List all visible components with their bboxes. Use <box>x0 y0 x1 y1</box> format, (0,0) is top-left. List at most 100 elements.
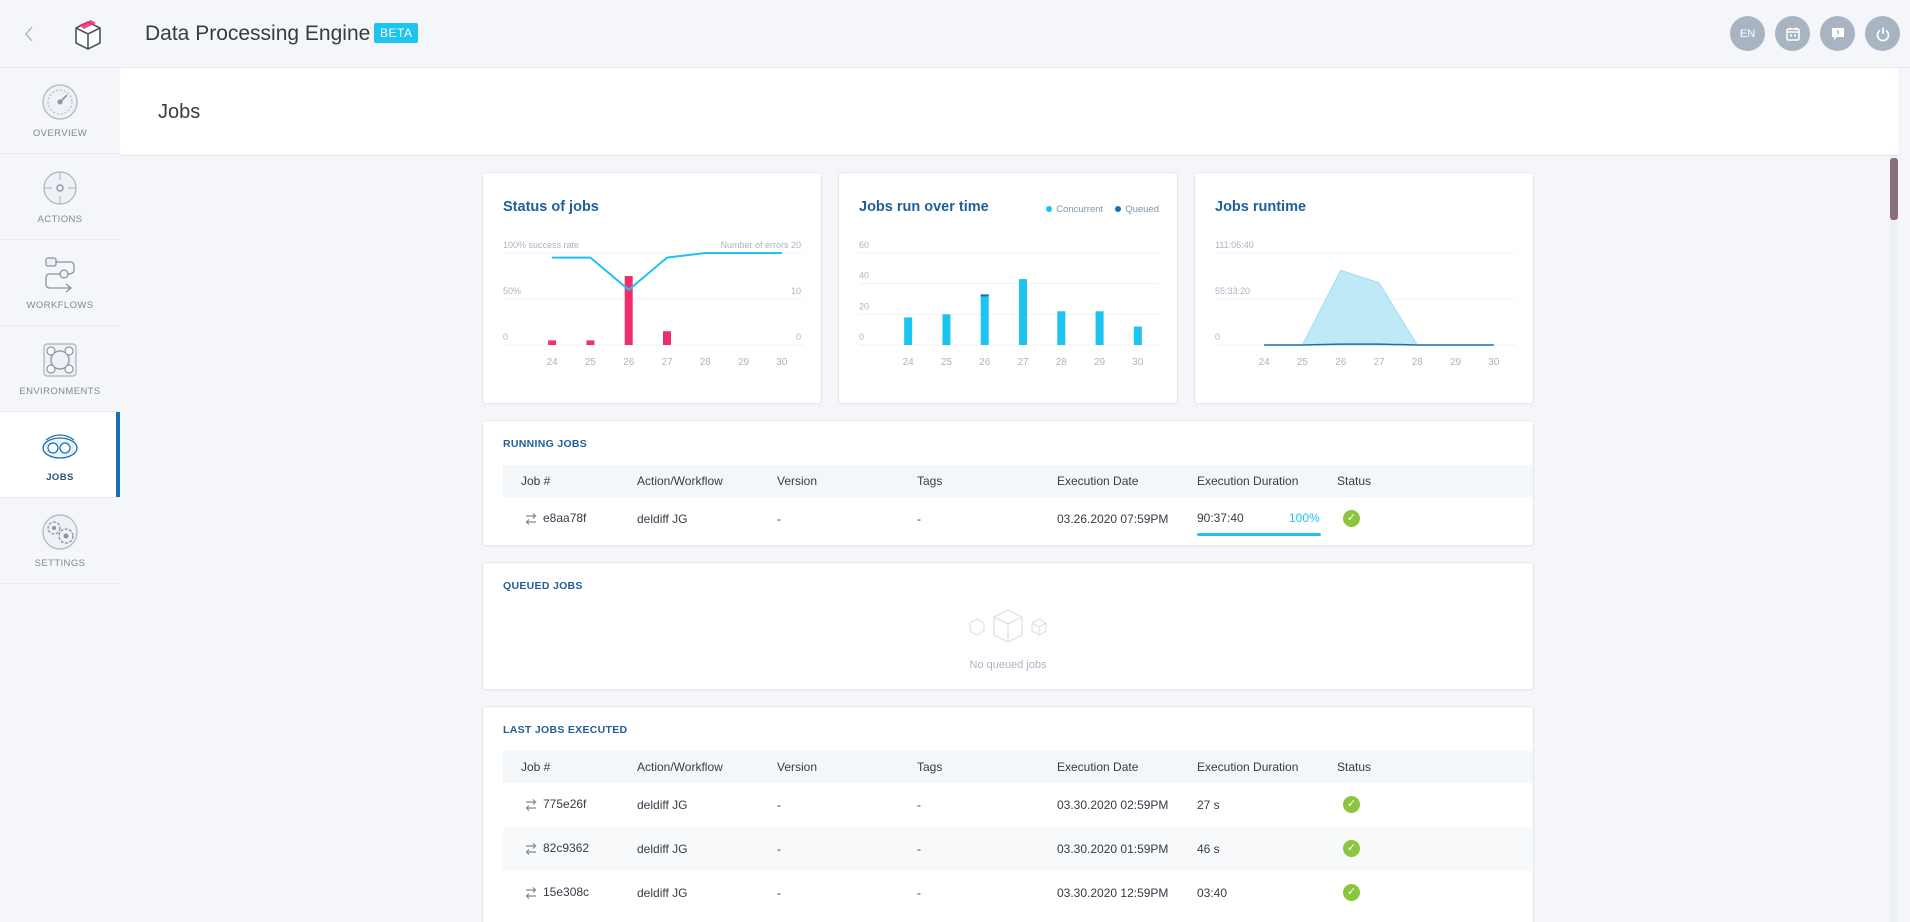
sidebar-item-environments[interactable]: ENVIRONMENTS <box>0 326 120 412</box>
action-cell: deldiff JG <box>637 798 688 812</box>
chart-title: Status of jobs <box>503 199 599 215</box>
version-cell: - <box>777 842 781 856</box>
x-tick-label: 27 <box>661 357 673 368</box>
action-cell: deldiff JG <box>637 842 688 856</box>
column-header: Version <box>777 474 818 488</box>
job-id[interactable]: e8aa78f <box>523 511 586 526</box>
x-tick-label: 30 <box>1132 357 1144 368</box>
duration-cell: 46 s <box>1197 842 1220 856</box>
x-tick-label: 29 <box>1450 357 1462 368</box>
table-row[interactable]: 775e26f deldiff JG - - 03.30.2020 02:59P… <box>503 783 1533 827</box>
status-of-jobs-chart: 100% success rate 50% 0 Number of errors 20… <box>503 240 803 368</box>
calendar-icon[interactable] <box>1775 16 1810 51</box>
scrollbar[interactable] <box>1890 156 1898 922</box>
chevron-left-icon[interactable] <box>22 22 42 46</box>
date-cell: 03.26.2020 07:59PM <box>1057 512 1169 526</box>
column-header: Action/Workflow <box>637 760 723 774</box>
version-cell: - <box>777 798 781 812</box>
x-tick-label: 25 <box>1297 357 1309 368</box>
column-header: Tags <box>917 474 943 488</box>
column-header: Tags <box>917 760 943 774</box>
success-rate-line <box>552 252 782 292</box>
x-tick-label: 27 <box>1373 357 1385 368</box>
job-id[interactable]: 82c9362 <box>523 841 589 856</box>
sidebar-item-label: ACTIONS <box>37 214 83 225</box>
app-title: Data Processing Engine <box>145 22 371 45</box>
power-icon[interactable] <box>1865 16 1900 51</box>
y-tick-label: 111:06:40 <box>1215 240 1254 250</box>
date-cell: 03.30.2020 01:59PM <box>1057 842 1169 856</box>
legend-item-queued: Queued <box>1115 204 1159 215</box>
tags-cell: - <box>917 798 921 812</box>
x-tick-label: 30 <box>776 357 788 368</box>
check-circle-icon: ✓ <box>1343 510 1360 527</box>
progress-bar <box>1197 533 1321 536</box>
duration-cell: 27 s <box>1197 798 1220 812</box>
concurrent-bar <box>904 317 913 345</box>
table-row[interactable]: e8aa78f deldiff JG - - 03.26.2020 07:59P… <box>503 497 1533 541</box>
column-header: Execution Date <box>1057 760 1139 774</box>
y-tick-label-right: Number of errors 20 <box>720 240 801 250</box>
x-tick-label: 28 <box>700 357 712 368</box>
target-icon <box>43 171 77 205</box>
sidebar-item-overview[interactable]: OVERVIEW <box>0 68 120 154</box>
column-header: Status <box>1337 474 1372 488</box>
table-row[interactable]: 82c9362 deldiff JG - - 03.30.2020 01:59P… <box>503 827 1533 871</box>
table-row[interactable]: 15e308c deldiff JG - - 03.30.2020 12:59P… <box>503 871 1533 915</box>
queued-bar <box>980 294 989 297</box>
runtime-area <box>1264 269 1494 346</box>
y-tick-label: 60 <box>859 240 869 250</box>
running-jobs-card: RUNNING JOBS Job # Action/Workflow Versi… <box>482 420 1534 546</box>
empty-boxes-icon <box>483 607 1533 652</box>
box-logo-icon[interactable] <box>70 16 106 52</box>
error-bar <box>663 331 671 345</box>
chart-title: Jobs run over time <box>859 199 989 215</box>
jobs-runtime-card: Jobs runtime 111:06:40 55:33:20 0 24 25 26 27 2… <box>1194 172 1534 404</box>
date-cell: 03.30.2020 02:59PM <box>1057 798 1169 812</box>
date-cell: 03.30.2020 12:59PM <box>1057 886 1169 900</box>
y-tick-label: 0 <box>1215 332 1220 342</box>
sidebar-item-label: OVERVIEW <box>32 128 88 139</box>
chart-title: Jobs runtime <box>1215 199 1307 215</box>
dashboard-gauge-icon <box>42 84 78 120</box>
check-circle-icon: ✓ <box>1343 840 1360 857</box>
tags-cell: - <box>917 886 921 900</box>
x-tick-label: 25 <box>585 357 597 368</box>
error-bar <box>586 340 595 345</box>
x-tick-label: 29 <box>1094 357 1106 368</box>
top-bar: Data Processing Engine BETA EN <box>0 0 1910 68</box>
check-circle-icon: ✓ <box>1343 796 1360 813</box>
sidebar-item-jobs[interactable]: JOBS <box>0 412 120 498</box>
y-tick-label: 0 <box>503 332 508 342</box>
duration-cell: 90:37:40 <box>1197 511 1244 525</box>
chat-icon[interactable] <box>1820 16 1855 51</box>
table-header: Job # Action/Workflow Version Tags Execu… <box>503 751 1533 783</box>
legend-label: Queued <box>1125 204 1159 215</box>
column-header: Status <box>1337 760 1372 774</box>
column-header: Action/Workflow <box>637 474 723 488</box>
version-cell: - <box>777 512 781 526</box>
y-tick-label: 0 <box>859 332 864 342</box>
error-bar <box>548 340 557 345</box>
sidebar-item-label: ENVIRONMENTS <box>19 386 101 397</box>
language-button[interactable]: EN <box>1730 16 1765 51</box>
swap-arrows-icon <box>525 842 537 855</box>
y-tick-label: 100% success rate <box>503 240 579 250</box>
concurrent-bar <box>1133 326 1142 345</box>
sidebar-item-actions[interactable]: ACTIONS <box>0 154 120 240</box>
legend-item-concurrent: Concurrent <box>1046 204 1103 215</box>
x-tick-label: 29 <box>738 357 750 368</box>
runtime-line <box>1264 343 1494 346</box>
scrollbar-thumb[interactable] <box>1890 158 1898 220</box>
legend-label: Concurrent <box>1056 204 1104 215</box>
y-tick-label-right: 0 <box>796 332 801 342</box>
version-cell: - <box>777 886 781 900</box>
sidebar-item-settings[interactable]: SETTINGS <box>0 498 120 584</box>
error-bar <box>624 276 633 345</box>
job-id-text: 15e308c <box>543 885 590 899</box>
job-id[interactable]: 15e308c <box>523 885 589 900</box>
x-tick-label: 24 <box>903 357 915 368</box>
sidebar-item-workflows[interactable]: WORKFLOWS <box>0 240 120 326</box>
job-id[interactable]: 775e26f <box>523 797 586 812</box>
y-tick-label-right: 10 <box>791 286 801 296</box>
